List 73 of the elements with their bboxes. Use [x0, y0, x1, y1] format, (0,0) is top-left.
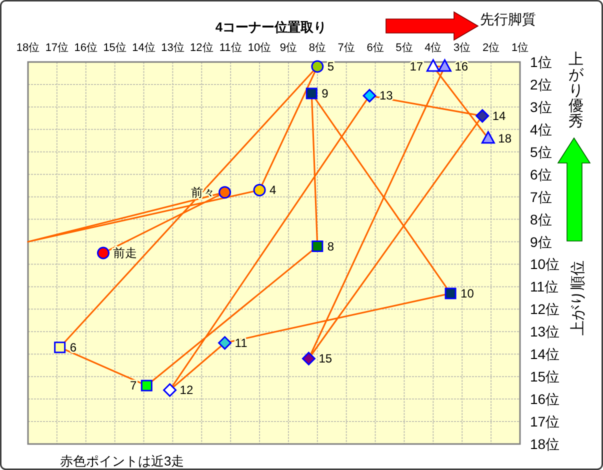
series-label: 12	[180, 383, 194, 398]
x-tick-label: 17位	[45, 42, 69, 54]
x-tick-label: 14位	[132, 42, 156, 54]
point	[481, 131, 495, 144]
y-tick-label: 11位	[530, 278, 559, 295]
y-tick-label: 14位	[530, 346, 560, 362]
series-label: 前走	[113, 246, 138, 260]
series-label: 8	[327, 239, 334, 254]
y-tick-label: 7位	[530, 188, 552, 205]
y-tick-label: 6位	[530, 166, 552, 182]
point	[54, 342, 66, 354]
series-label: 9	[322, 86, 329, 100]
series-label: 4	[270, 183, 277, 198]
y-tick-label: 8位	[530, 211, 552, 228]
x-tick-label: 11位	[219, 42, 242, 54]
y-tick-label: 5位	[530, 144, 552, 160]
x-tick-label: 6位	[366, 42, 384, 54]
series-label: 18	[498, 131, 512, 146]
point	[362, 88, 376, 102]
series-label: 5	[327, 59, 334, 74]
x-tick-label: 1位	[511, 42, 529, 54]
x-tick-label: 5位	[396, 42, 413, 54]
series-label: 15	[318, 352, 332, 366]
x-tick-label: 4位	[424, 42, 442, 54]
point	[444, 288, 456, 300]
x-tick-label: 15位	[103, 42, 126, 54]
x-tick-label: 13位	[161, 42, 184, 54]
y-tick-label: 18位	[530, 436, 560, 452]
y-tick-label: 16位	[530, 391, 560, 408]
point	[218, 336, 232, 350]
x-tick-label: 10位	[248, 42, 272, 54]
x-tick-label: 3位	[454, 42, 471, 54]
y-tick-label: 17位	[530, 414, 560, 430]
x-tick-label: 9位	[280, 42, 298, 54]
text: 先行脚質	[480, 11, 536, 27]
x-tick-label: 16位	[74, 42, 98, 54]
series-label: 16	[454, 59, 468, 74]
point	[312, 240, 324, 252]
point	[302, 352, 316, 366]
point	[476, 109, 490, 123]
x-tick-label: 12位	[190, 42, 214, 54]
series-label: 11	[234, 336, 248, 350]
y-tick-label: 2位	[530, 76, 552, 92]
y-tick-label: 13位	[530, 324, 560, 340]
point	[163, 383, 177, 397]
y-tick-label: 15位	[530, 368, 560, 385]
y-axis-title: 上がり順位	[570, 260, 586, 336]
point	[96, 246, 110, 260]
series-label: 10	[460, 286, 474, 300]
x-tick-label: 18位	[16, 42, 40, 54]
x-axis-title: 4コーナー位置取り	[215, 20, 327, 34]
point	[438, 59, 452, 72]
series-label: 6	[70, 340, 77, 354]
series-label: 17	[410, 59, 424, 74]
y-tick-label: 3位	[530, 98, 552, 115]
x-tick-label: 8位	[308, 42, 326, 54]
point	[311, 60, 324, 73]
point	[140, 380, 152, 392]
text: 赤色ポイントは近3走	[60, 454, 184, 468]
x-tick-label: 2位	[482, 42, 500, 54]
point	[306, 88, 318, 100]
text: 上がり優秀	[568, 50, 584, 130]
y-tick-label: 4位	[530, 121, 552, 138]
y-tick-label: 12位	[530, 301, 560, 318]
y-tick-label: 1位	[530, 54, 552, 70]
y-tick-label: 10位	[530, 256, 560, 272]
series-label: 7	[130, 378, 137, 393]
x-tick-label: 7位	[338, 42, 355, 54]
series-label: 14	[492, 108, 506, 123]
y-tick-label: 9位	[530, 234, 552, 250]
point	[253, 184, 266, 196]
point	[426, 59, 440, 72]
point	[218, 186, 232, 199]
